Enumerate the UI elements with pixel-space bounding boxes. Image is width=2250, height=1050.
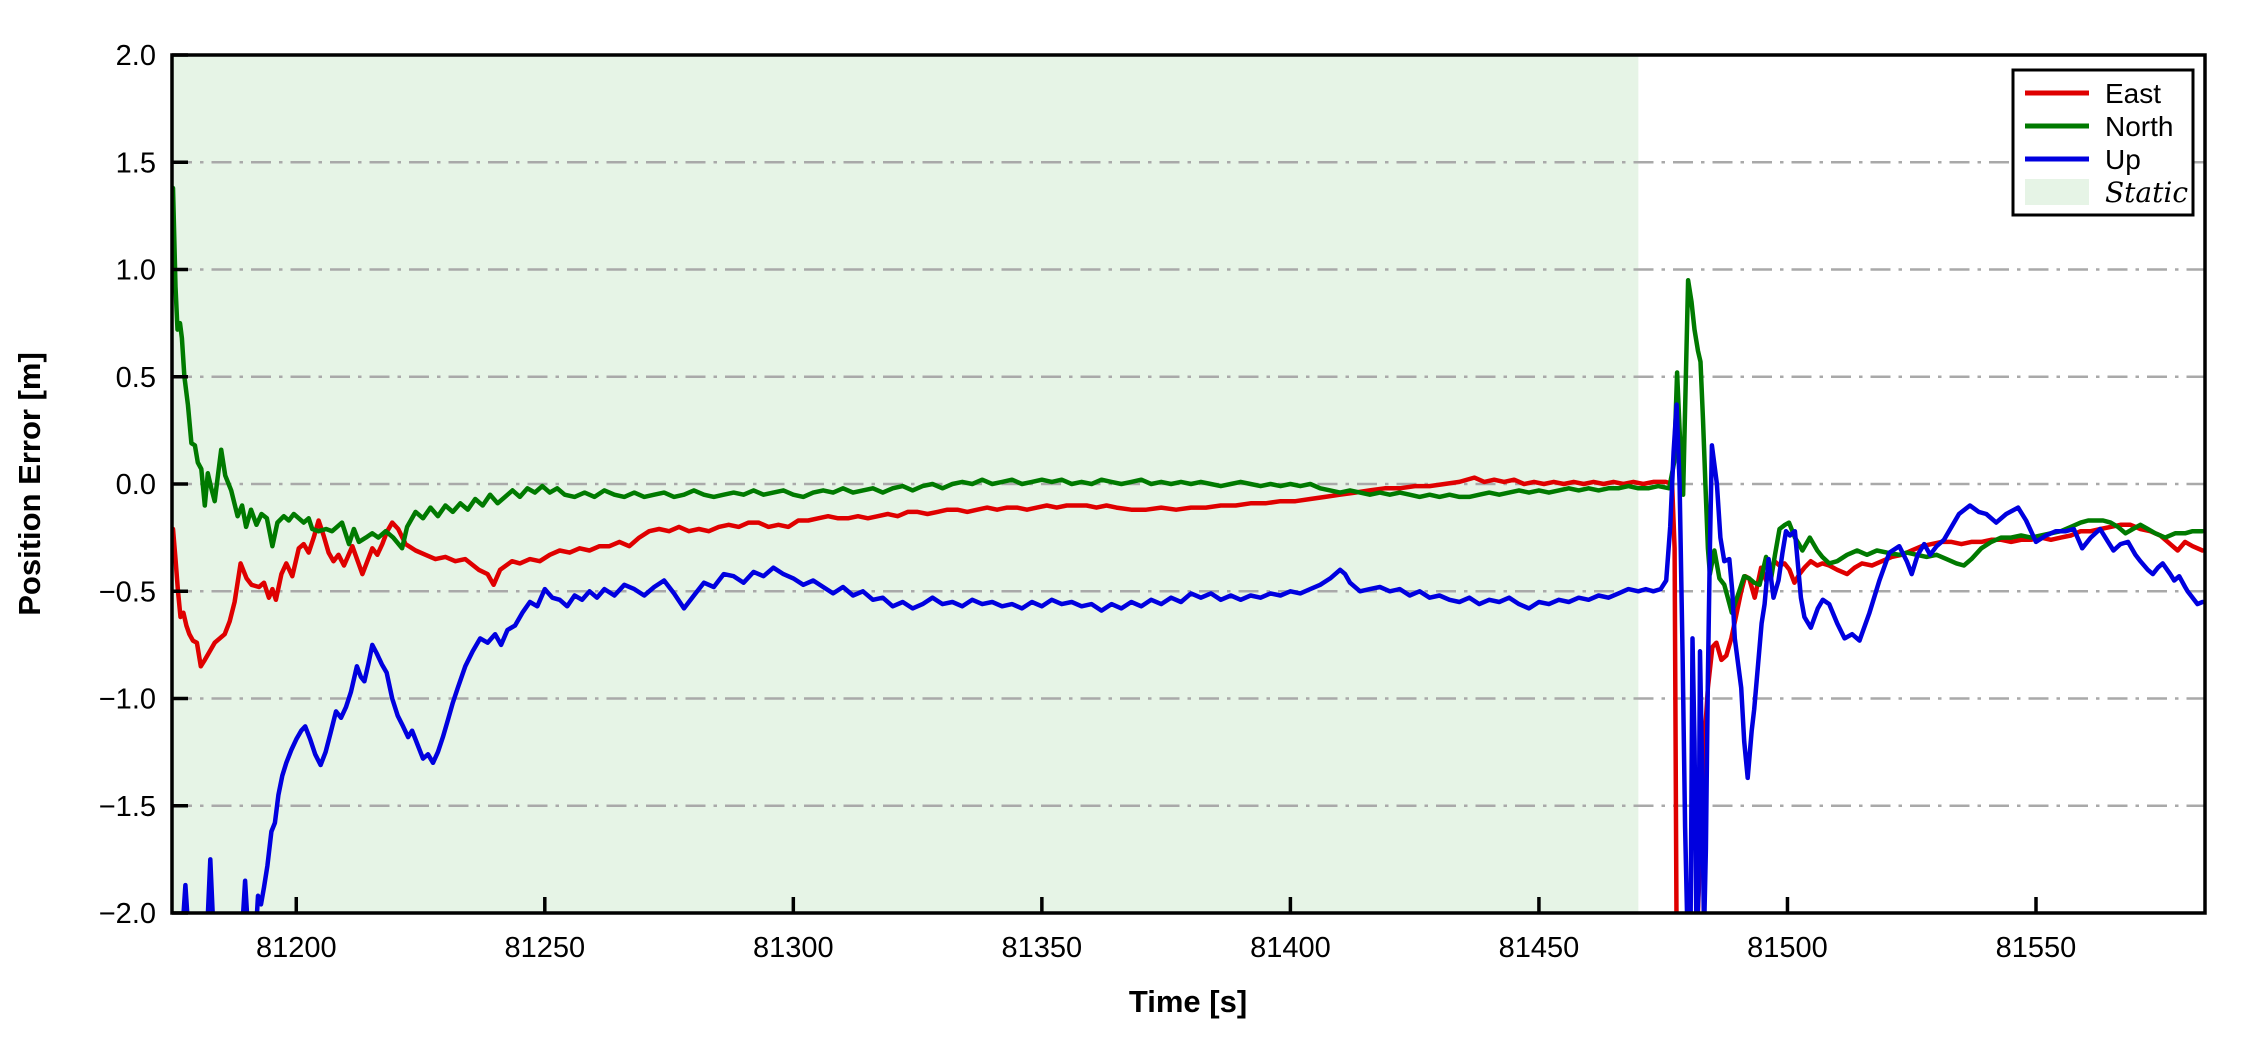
series-layer bbox=[172, 185, 2205, 913]
y-tick-label: 0.5 bbox=[116, 362, 156, 394]
y-tick-label: 1.5 bbox=[116, 147, 156, 179]
series-line-up bbox=[181, 402, 2205, 913]
legend-label-east: East bbox=[2105, 78, 2161, 109]
y-tick-label: −1.5 bbox=[99, 791, 156, 823]
series-line-east bbox=[172, 475, 2205, 913]
x-tick-label: 81450 bbox=[1499, 932, 1580, 964]
x-tick-label: 81500 bbox=[1747, 932, 1828, 964]
legend-label-north: North bbox=[2105, 111, 2173, 142]
y-axis-label: Position Error [m] bbox=[12, 352, 47, 616]
y-tick-label: −0.5 bbox=[99, 576, 156, 608]
x-tick-label: 81350 bbox=[1002, 932, 1083, 964]
y-tick-label: 0.0 bbox=[116, 469, 156, 501]
x-axis-label: Time [s] bbox=[1129, 984, 1247, 1019]
x-tick-label: 81400 bbox=[1250, 932, 1331, 964]
legend-label-static: Static bbox=[2105, 176, 2188, 209]
legend-label-up: Up bbox=[2105, 144, 2141, 175]
series-line-north bbox=[172, 185, 2205, 615]
x-tick-label: 81200 bbox=[256, 932, 337, 964]
y-tick-label: 1.0 bbox=[116, 255, 156, 287]
y-tick-label: 2.0 bbox=[116, 40, 156, 72]
y-tick-label: −2.0 bbox=[99, 898, 156, 930]
x-tick-label: 81550 bbox=[1996, 932, 2077, 964]
x-tick-label: 81300 bbox=[753, 932, 834, 964]
axes-layer: 81200 81250 81300 81350 81400 81450 81500 81550… bbox=[99, 40, 2077, 964]
x-tick-label: 81250 bbox=[504, 932, 585, 964]
legend-patch-static bbox=[2025, 179, 2089, 205]
y-tick-label: −1.0 bbox=[99, 684, 156, 716]
plot-border bbox=[170, 53, 2207, 915]
